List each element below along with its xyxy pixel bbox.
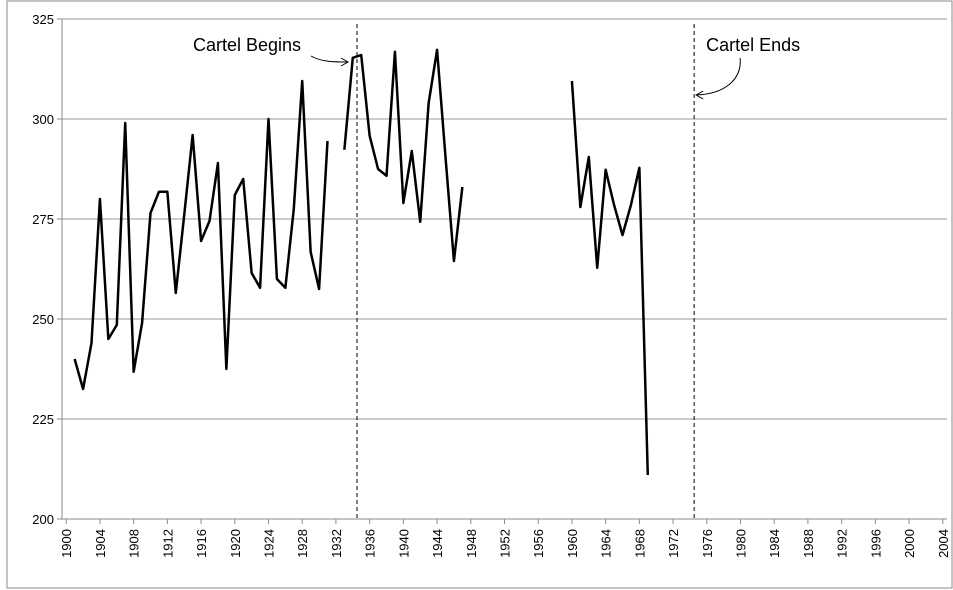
x-tick-label: 1932 bbox=[329, 529, 344, 558]
x-tick-label: 1944 bbox=[430, 529, 445, 558]
x-tick-label: 1920 bbox=[228, 529, 243, 558]
x-tick-label: 1916 bbox=[194, 529, 209, 558]
x-tick-label: 1900 bbox=[59, 529, 74, 558]
x-tick-label: 1904 bbox=[93, 529, 108, 558]
chart-border bbox=[6, 0, 953, 589]
y-tick-label: 275 bbox=[32, 212, 54, 227]
x-tick-label: 1964 bbox=[599, 529, 614, 558]
x-tick-label: 1980 bbox=[734, 529, 749, 558]
x-tick-label: 1968 bbox=[632, 529, 647, 558]
y-tick-label: 300 bbox=[32, 112, 54, 127]
annotation-arrow bbox=[695, 57, 741, 100]
annotation-label: Cartel Begins bbox=[193, 35, 301, 55]
x-tick-label: 1936 bbox=[363, 529, 378, 558]
data-line bbox=[73, 48, 650, 476]
y-tick-label: 225 bbox=[32, 412, 54, 427]
x-tick-label: 1928 bbox=[295, 529, 310, 558]
x-tick-label: 1984 bbox=[767, 529, 782, 558]
annotation-arrow bbox=[310, 55, 350, 67]
x-tick-label: 1912 bbox=[160, 529, 175, 558]
y-tick-label: 325 bbox=[32, 12, 54, 27]
x-tick-label: 2000 bbox=[902, 529, 917, 558]
x-tick-label: 1976 bbox=[700, 529, 715, 558]
x-tick-label: 1988 bbox=[801, 529, 816, 558]
x-tick-label: 1908 bbox=[127, 529, 142, 558]
y-tick-label: 200 bbox=[32, 512, 54, 527]
x-tick-label: 1948 bbox=[464, 529, 479, 558]
x-tick-label: 1924 bbox=[262, 529, 277, 558]
x-tick-label: 1952 bbox=[498, 529, 513, 558]
x-tick-label: 1992 bbox=[835, 529, 850, 558]
x-tick-label: 1940 bbox=[396, 529, 411, 558]
x-tick-label: 1960 bbox=[565, 529, 580, 558]
x-tick-label: 1972 bbox=[666, 529, 681, 558]
x-tick-label: 1996 bbox=[868, 529, 883, 558]
y-tick-label: 250 bbox=[32, 312, 54, 327]
x-tick-label: 2004 bbox=[936, 529, 951, 558]
x-tick-label: 1956 bbox=[531, 529, 546, 558]
annotation-label: Cartel Ends bbox=[706, 35, 800, 55]
